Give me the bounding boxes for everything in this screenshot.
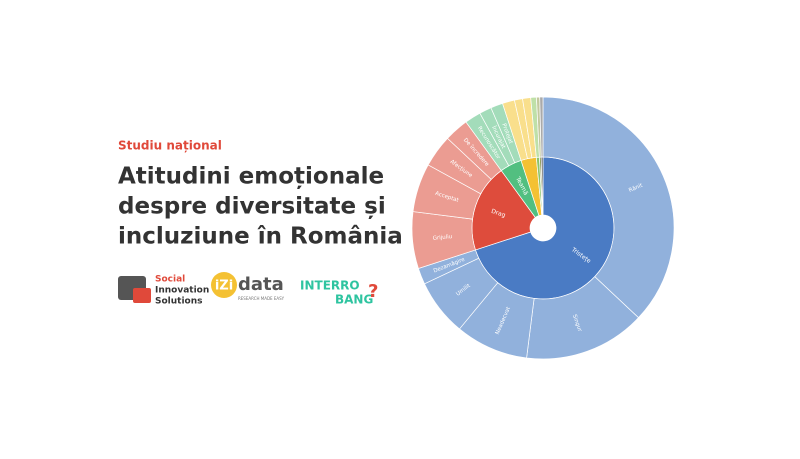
logo-text: INTERRO [300,279,360,293]
segment-label: Rănit [628,182,644,194]
logo-text: Solutions [155,297,203,307]
logo-icon [133,288,151,303]
logo-text: iZi [215,279,233,294]
sunburst: RănitSingurNeadecvatUmilitDezamăgireTris… [411,96,675,360]
logo-text: Innovation [155,286,209,296]
title-line: Atitudini emoționale [118,164,384,190]
logo-text: Social [155,275,185,285]
outer-segment [542,96,675,319]
logo-icon [211,272,237,298]
logo-text: RESEARCH MADE EASY [238,296,285,301]
logo-text: BANG [335,293,373,307]
logo-text: ? [368,281,378,302]
logo-interrobang: INTERRO BANG ? [300,279,378,307]
kicker: Studiu național [118,139,222,153]
outer-segment [539,96,544,158]
segment-label: Grijuliu [432,234,452,242]
logo-izi: iZi data RESEARCH MADE EASY [211,272,285,301]
logo-sis: Social Innovation Solutions [118,275,209,307]
logo-text: data [238,274,284,295]
title-line: despre diversitate și [118,194,386,220]
segment-label: Singur [571,314,583,333]
title-line: incluziune în România [118,224,403,250]
segment-label: Drag [490,208,506,219]
